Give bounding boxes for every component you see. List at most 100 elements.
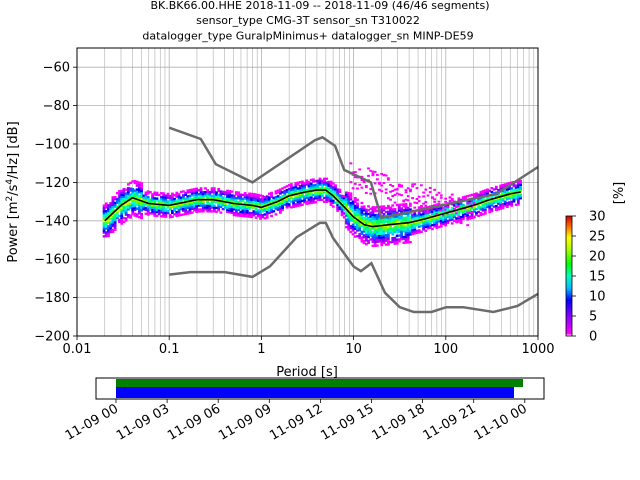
density-cell — [437, 210, 441, 213]
density-cell — [426, 215, 430, 218]
density-cell — [508, 203, 511, 206]
density-cell — [382, 234, 386, 237]
density-cell — [400, 234, 403, 237]
density-cell — [404, 241, 408, 244]
density-cell — [316, 194, 320, 198]
density-cell — [397, 215, 401, 218]
density-cell — [342, 212, 346, 215]
density-cell — [111, 198, 115, 201]
density-cell — [382, 174, 386, 177]
density-cell — [384, 239, 388, 242]
density-cell — [223, 204, 227, 207]
density-cell — [267, 205, 271, 209]
density-cell — [298, 194, 302, 197]
density-cell — [353, 198, 357, 202]
density-cell — [287, 203, 291, 206]
density-cell — [444, 204, 448, 208]
density-cell — [215, 206, 218, 210]
density-cell — [391, 217, 395, 221]
density-cell — [272, 206, 276, 209]
density-cell — [508, 187, 511, 191]
density-cell — [499, 201, 503, 205]
density-cell — [439, 196, 443, 199]
density-cell — [364, 191, 368, 194]
density-cell — [351, 219, 355, 223]
density-cell — [155, 205, 159, 208]
density-cell — [415, 214, 419, 217]
density-cell — [477, 199, 481, 202]
density-cell — [349, 211, 353, 214]
density-cell — [287, 193, 291, 196]
density-cell — [325, 187, 329, 190]
density-cell — [367, 235, 370, 239]
density-cell — [453, 219, 456, 222]
density-cell — [131, 203, 135, 206]
density-cell — [230, 190, 234, 193]
density-cell — [296, 196, 300, 200]
density-cell — [107, 232, 110, 236]
density-cell — [254, 216, 258, 219]
density-cell — [406, 229, 410, 232]
density-cell — [111, 230, 115, 234]
density-cell — [413, 222, 417, 225]
density-cell — [190, 198, 194, 201]
density-cell — [239, 206, 243, 210]
density-cell — [461, 196, 465, 199]
density-cell — [466, 218, 470, 221]
density-cell — [204, 187, 207, 190]
density-cell — [516, 201, 520, 204]
density-cell — [400, 214, 403, 218]
density-cell — [179, 200, 183, 203]
y-label-post: /Hz] [dB] — [6, 121, 21, 179]
density-cell — [219, 194, 223, 197]
density-cell — [373, 242, 377, 246]
density-cell — [483, 208, 487, 211]
density-cell — [177, 195, 181, 198]
density-cell — [353, 176, 357, 179]
density-cell — [274, 203, 278, 206]
density-cell — [364, 216, 368, 219]
density-cell — [245, 213, 249, 216]
density-cell — [386, 225, 390, 229]
ppsd-plot: 0.01 0.1 1 10 100 1000 −200−180−160−140−120−1… — [5, 47, 555, 380]
density-cell — [113, 211, 117, 214]
density-cell — [415, 202, 419, 205]
density-cell — [265, 214, 269, 217]
density-cell — [397, 224, 401, 228]
density-cell — [380, 222, 384, 226]
density-cell — [351, 202, 355, 205]
density-cell — [248, 211, 251, 215]
density-cell — [442, 211, 445, 214]
density-cell — [349, 226, 353, 230]
density-cell — [475, 194, 478, 197]
density-cell — [159, 211, 163, 214]
density-cell — [408, 229, 412, 232]
density-cell — [133, 206, 137, 210]
density-cell — [164, 207, 168, 211]
density-cell — [140, 193, 143, 197]
density-cell — [349, 198, 353, 201]
density-cell — [122, 199, 126, 202]
density-cell — [239, 193, 243, 196]
density-cell — [437, 225, 441, 229]
density-cell — [347, 197, 351, 201]
density-cell — [505, 196, 509, 199]
density-cell — [375, 217, 379, 220]
density-cell — [408, 219, 412, 223]
density-cell — [157, 207, 161, 210]
density-cell — [206, 194, 210, 198]
density-cell — [281, 191, 284, 194]
density-cell — [382, 236, 386, 239]
density-cell — [303, 185, 307, 189]
density-cell — [199, 192, 203, 196]
density-cell — [384, 218, 388, 221]
density-cell — [173, 199, 177, 203]
density-cell — [397, 230, 401, 233]
density-cell — [115, 213, 119, 216]
density-cell — [104, 233, 108, 236]
density-cell — [289, 192, 293, 196]
density-cell — [193, 188, 196, 191]
density-cell — [197, 200, 201, 203]
density-cell — [318, 187, 322, 190]
